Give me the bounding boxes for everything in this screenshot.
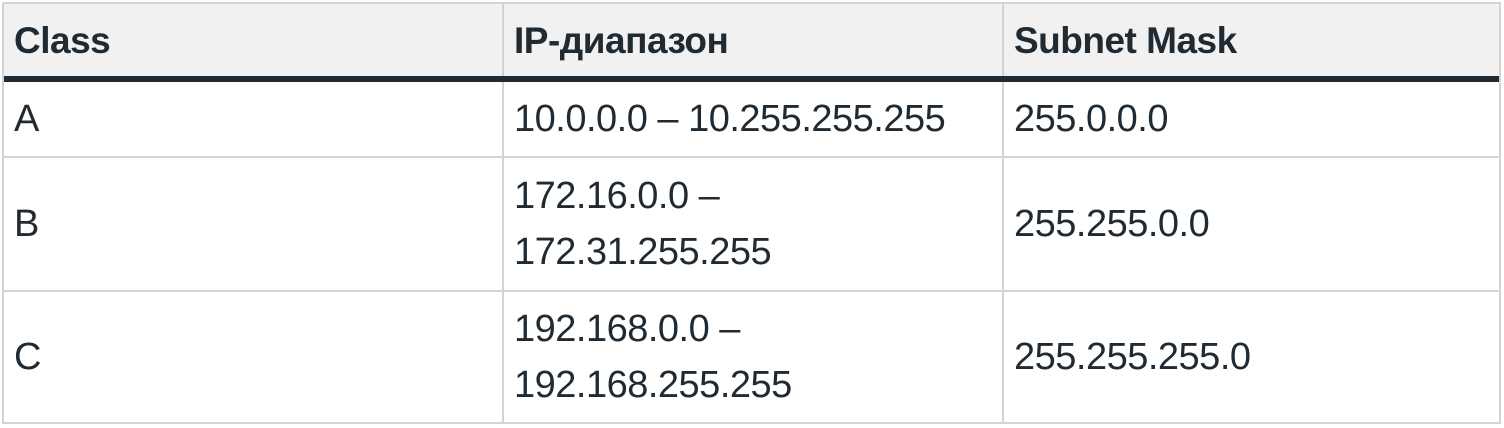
header-cell-ip-range: IP-диапазон <box>502 4 1002 76</box>
subnet-mask-cell: 255.255.0.0 <box>1002 158 1499 290</box>
header-cell-subnet-mask: Subnet Mask <box>1002 4 1499 76</box>
class-cell: A <box>14 98 39 140</box>
ip-range-cell: 172.16.0.0 – 172.31.255.255 <box>502 158 1002 290</box>
ip-range-end: 172.31.255.255 <box>514 231 772 273</box>
header-cell-class: Class <box>14 20 111 61</box>
ip-range-end: 192.168.255.255 <box>514 364 792 406</box>
class-cell: B <box>14 203 39 245</box>
subnet-mask-cell: 255.255.255.0 <box>1002 292 1499 422</box>
table-row: C 192.168.0.0 – 192.168.255.255 255.255.… <box>4 292 1499 422</box>
table-header-row: Class IP-диапазон Subnet Mask <box>4 4 1499 82</box>
table-row: B 172.16.0.0 – 172.31.255.255 255.255.0.… <box>4 158 1499 292</box>
ip-range-cell: 10.0.0.0 – 10.255.255.255 <box>502 82 1002 156</box>
ip-range-text: 10.0.0.0 – 10.255.255.255 <box>514 98 946 140</box>
table-row: A 10.0.0.0 – 10.255.255.255 255.0.0.0 <box>4 82 1499 158</box>
ip-range-start: 172.16.0.0 – <box>514 175 720 217</box>
ip-range-cell: 192.168.0.0 – 192.168.255.255 <box>502 292 1002 422</box>
ip-range-start: 192.168.0.0 – <box>514 308 740 350</box>
subnet-mask-cell: 255.0.0.0 <box>1002 82 1499 156</box>
class-cell: C <box>14 336 41 378</box>
